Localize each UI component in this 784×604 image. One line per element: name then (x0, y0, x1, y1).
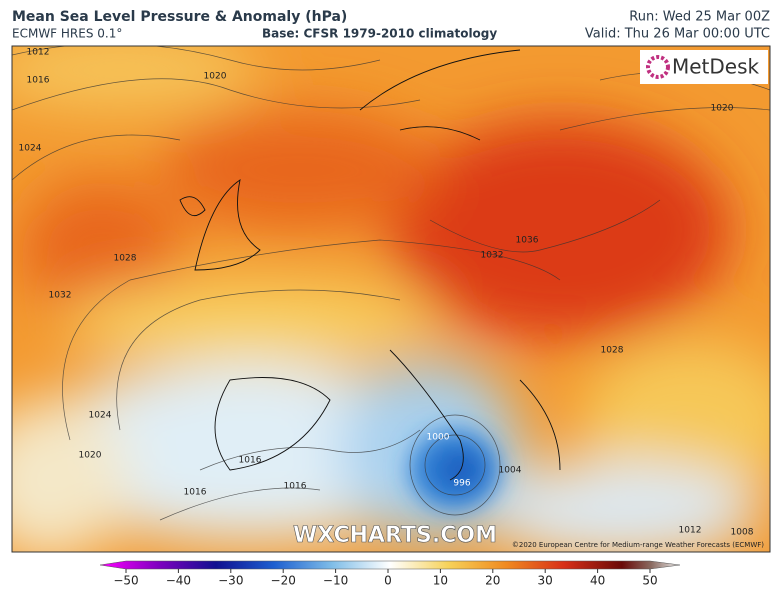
contour-label: 1016 (239, 456, 262, 466)
credit: ©2020 European Centre for Medium-range W… (512, 541, 764, 549)
title: Mean Sea Level Pressure & Anomaly (hPa) (12, 9, 347, 25)
contour-label: 1020 (711, 104, 734, 114)
colorbar-tick-label: 10 (433, 574, 448, 588)
contour-label: 1028 (114, 254, 137, 264)
logo: MetDesk (672, 55, 760, 79)
valid: Valid: Thu 26 Mar 00:00 UTC (585, 27, 770, 42)
colorbar-tick-label: −50 (113, 574, 138, 588)
base: Base: CFSR 1979-2010 climatology (262, 27, 497, 41)
contour-label: 1004 (499, 466, 522, 476)
model: ECMWF HRES 0.1° (12, 27, 122, 41)
contour-label: 1028 (601, 346, 624, 356)
contour-label: 1000 (427, 433, 450, 443)
colorbar-tick-label: −10 (323, 574, 348, 588)
contour-label: 1032 (49, 291, 72, 301)
colorbar-tick-label: −40 (166, 574, 191, 588)
run: Run: Wed 25 Mar 00Z (629, 10, 770, 25)
contour-label: 1016 (27, 76, 50, 86)
contour-label: 1016 (284, 482, 307, 492)
colorbar-tick-label: 40 (590, 574, 605, 588)
colorbar-tick-label: −20 (271, 574, 296, 588)
contour-labels: 1012 1016 1020 1024 1028 1032 1024 1020 1016 1016… (19, 48, 754, 538)
colorbar-tick-label: 20 (485, 574, 500, 588)
colorbar (99, 560, 681, 570)
contour-label: 996 (453, 479, 470, 489)
colorbar-tick-label: 0 (384, 574, 392, 588)
contour-label: 1036 (516, 236, 539, 246)
contour-label: 1008 (731, 528, 754, 538)
contour-label: 1020 (79, 451, 102, 461)
contour-label: 1020 (204, 72, 227, 82)
map: MetDesk WXCHARTS.COM ©2020 European Cent… (12, 46, 770, 552)
contour-label: 1016 (184, 488, 207, 498)
colorbar-tick-label: 50 (642, 574, 657, 588)
contour-label: 1012 (679, 526, 702, 536)
contour-label: 1032 (481, 251, 504, 261)
contour-label: 1024 (89, 411, 112, 421)
colorbar-tick-label: 30 (538, 574, 553, 588)
colorbar-ticks: −50 −40 −30 −20 −10 0 10 20 30 40 50 (113, 569, 658, 588)
contour-label: 1012 (27, 48, 50, 58)
colorbar-tick-label: −30 (218, 574, 243, 588)
contour-label: 1024 (19, 144, 42, 154)
map-frame (11, 45, 771, 553)
watermark: WXCHARTS.COM (293, 523, 497, 548)
